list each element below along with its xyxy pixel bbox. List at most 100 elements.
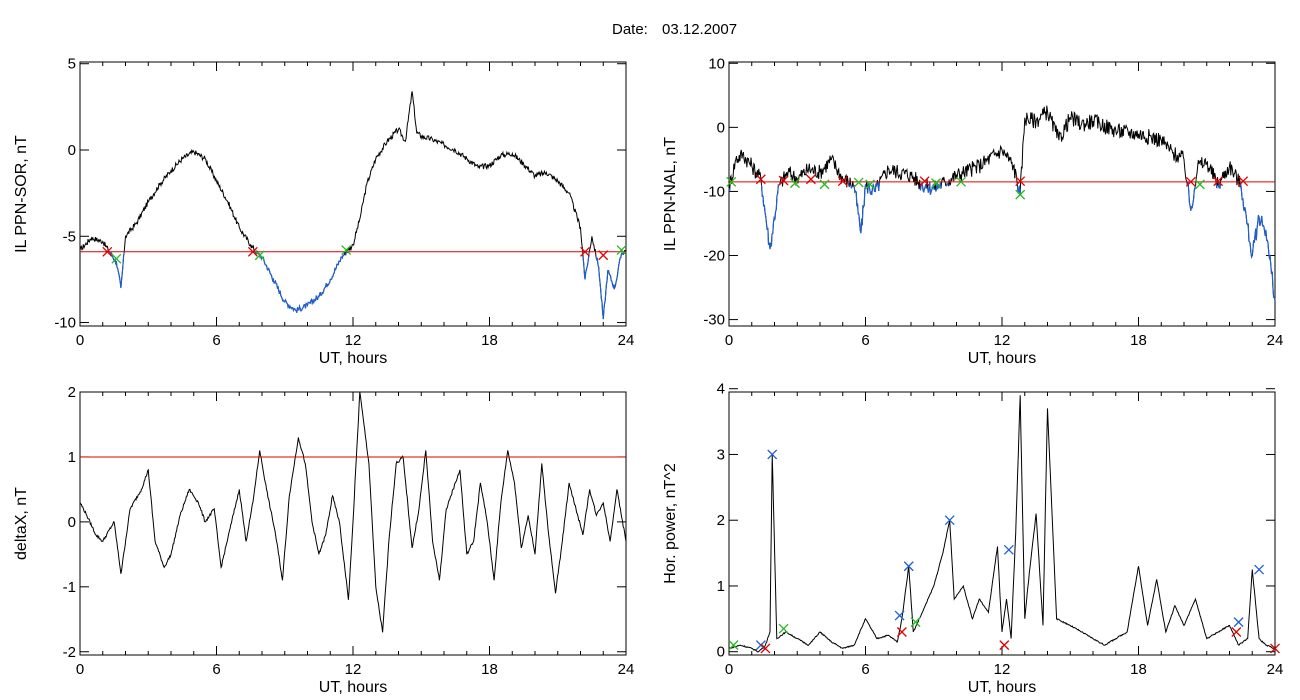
y-tick-label: -20 xyxy=(703,248,725,265)
event-marker xyxy=(102,246,113,257)
event-marker xyxy=(755,640,766,651)
x-tick-label: 12 xyxy=(345,332,362,349)
event-marker xyxy=(999,640,1010,651)
y-axis-label: Hor. power, nT^2 xyxy=(662,463,679,584)
event-marker xyxy=(1003,544,1014,555)
x-tick-label: 0 xyxy=(725,661,733,678)
below-threshold-segment xyxy=(595,251,625,320)
event-marker xyxy=(1270,643,1280,654)
event-marker-stroke xyxy=(728,640,739,651)
event-marker xyxy=(1254,564,1265,575)
y-tick-label: 2 xyxy=(717,512,725,529)
event-marker xyxy=(894,610,905,621)
below-threshold-segment xyxy=(949,184,951,186)
x-tick-label: 0 xyxy=(725,332,733,349)
date-value: 03.12.2007 xyxy=(662,21,737,38)
x-tick-label: 6 xyxy=(212,332,220,349)
plot-frame xyxy=(728,391,1276,656)
y-tick-label: -2 xyxy=(63,644,76,661)
event-marker xyxy=(931,178,941,189)
below-threshold-segment xyxy=(109,251,125,289)
panel-il-ppn-sor: 0 6 12 18 24 -10 -5 0 5 UT, hours IL PPN-SOR, nT xyxy=(13,56,634,367)
event-marker xyxy=(910,617,921,628)
below-threshold-segment xyxy=(760,183,781,250)
below-threshold-segment xyxy=(1217,181,1221,190)
event-marker-stroke xyxy=(726,176,737,187)
y-axis-label: IL PPN-NAL, nT xyxy=(662,137,679,251)
y-tick-label: 4 xyxy=(717,381,725,398)
series-line xyxy=(728,395,1276,653)
below-threshold-segment xyxy=(1016,185,1021,195)
event-marker xyxy=(1213,176,1224,187)
plot-frame xyxy=(79,61,627,327)
y-tick-label: -5 xyxy=(63,228,76,245)
event-marker xyxy=(728,640,739,651)
event-marker-stroke xyxy=(819,179,830,190)
x-tick-label: 18 xyxy=(1130,661,1147,678)
event-marker-stroke xyxy=(778,623,789,634)
x-axis-label: UT, hours xyxy=(968,679,1036,696)
event-marker xyxy=(819,179,830,190)
event-marker-stroke xyxy=(865,179,876,190)
y-tick-label: 0 xyxy=(68,142,76,159)
event-marker-stroke xyxy=(580,246,591,257)
event-marker xyxy=(805,174,816,185)
below-threshold-segment xyxy=(582,252,590,280)
y-tick-label: 3 xyxy=(717,446,725,463)
y-tick-label: 0 xyxy=(717,119,725,136)
event-marker-stroke xyxy=(598,250,609,261)
x-tick-label: 18 xyxy=(481,332,498,349)
event-marker xyxy=(1194,179,1205,190)
below-threshold-segment xyxy=(728,188,731,192)
event-marker xyxy=(903,561,914,572)
y-tick-label: 1 xyxy=(68,449,76,466)
x-tick-label: 24 xyxy=(1267,661,1284,678)
series-line xyxy=(728,105,1276,301)
y-tick-label: -30 xyxy=(703,312,725,329)
x-tick-label: 0 xyxy=(76,332,84,349)
event-marker-stroke xyxy=(956,176,967,187)
event-marker-stroke xyxy=(341,245,352,256)
x-tick-label: 24 xyxy=(618,332,635,349)
event-marker xyxy=(341,245,352,256)
event-marker xyxy=(778,623,789,634)
y-tick-label: 0 xyxy=(68,514,76,531)
event-marker-stroke xyxy=(755,640,766,651)
x-tick-label: 0 xyxy=(76,661,84,678)
event-marker-stroke xyxy=(790,178,800,189)
event-marker xyxy=(956,176,967,187)
below-threshold-segment xyxy=(257,252,345,313)
event-marker-stroke xyxy=(102,246,113,257)
event-marker xyxy=(616,245,627,256)
below-threshold-segment xyxy=(850,185,853,189)
below-threshold-segment xyxy=(877,182,880,191)
event-marker-stroke xyxy=(767,449,778,460)
date-label: Date: xyxy=(612,21,648,38)
y-tick-label: -10 xyxy=(54,315,76,332)
event-marker-stroke xyxy=(919,176,930,187)
event-marker xyxy=(1015,189,1026,200)
event-marker-stroke xyxy=(1233,617,1244,628)
x-axis-label: UT, hours xyxy=(319,350,387,367)
event-marker xyxy=(790,178,800,189)
event-marker xyxy=(767,449,778,460)
event-marker xyxy=(778,175,789,186)
y-tick-label: -1 xyxy=(63,579,76,596)
plot-frame xyxy=(728,61,1276,327)
event-marker xyxy=(944,515,955,526)
event-marker xyxy=(837,176,848,187)
event-marker-stroke xyxy=(853,177,864,188)
event-marker xyxy=(1185,176,1196,187)
x-tick-label: 24 xyxy=(1267,332,1284,349)
event-marker xyxy=(1233,617,1244,628)
event-marker-stroke xyxy=(778,175,789,186)
event-marker xyxy=(1238,176,1249,187)
x-tick-label: 24 xyxy=(618,661,635,678)
series-line xyxy=(79,91,627,320)
x-tick-label: 12 xyxy=(994,332,1011,349)
x-tick-label: 6 xyxy=(861,661,869,678)
event-marker-stroke xyxy=(755,174,766,185)
event-marker-stroke xyxy=(1185,176,1196,187)
